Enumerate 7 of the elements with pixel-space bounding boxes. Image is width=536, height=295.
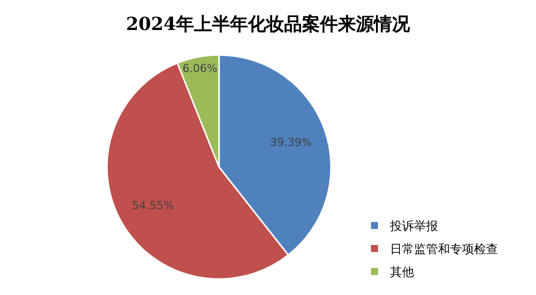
legend-label: 日常监管和专项检查 [390,242,498,256]
legend-label: 投诉举报 [389,219,438,233]
legend-label: 其他 [390,265,414,279]
data-label: 6.06% [182,62,218,76]
data-label: 39.39% [270,136,312,150]
chart-title: 2024年上半年化妆品案件来源情况 [126,14,412,35]
data-label: 54.55% [132,199,174,212]
